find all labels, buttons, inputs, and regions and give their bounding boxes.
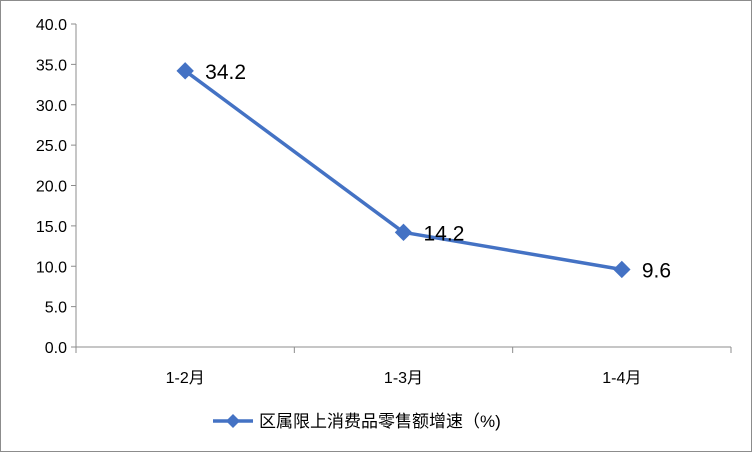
legend-marker (226, 414, 240, 428)
data-point-marker (394, 223, 413, 242)
y-tick-label: 15.0 (36, 219, 67, 236)
x-axis: 1-2月 1-3月 1-4月 (75, 346, 732, 387)
data-point-marker (613, 260, 631, 279)
y-tick-label: 35.0 (36, 57, 67, 74)
data-label: 9.6 (642, 259, 671, 282)
x-tick-label: 1-3月 (384, 370, 423, 387)
legend: 区属限上消费品零售额增速（%) (213, 412, 501, 431)
y-tick-label: 0.0 (45, 340, 67, 357)
y-axis: 0.0 5.0 10.0 15.0 20.0 25.0 30.0 35.0 40.0 (36, 17, 77, 357)
y-tick-label: 40.0 (36, 17, 67, 34)
y-tick-label: 25.0 (36, 138, 67, 155)
x-tick-label: 1-2月 (166, 370, 205, 387)
y-tick-label: 10.0 (36, 259, 67, 276)
x-tick-label: 1-4月 (602, 370, 641, 387)
data-label: 14.2 (424, 222, 465, 245)
y-tick-label: 5.0 (45, 300, 67, 317)
y-tick-label: 30.0 (36, 98, 67, 115)
data-label: 34.2 (205, 61, 246, 84)
series-plot: 34.2 14.2 9.6 (176, 61, 671, 282)
legend-label: 区属限上消费品零售额增速（%) (259, 412, 501, 431)
data-point-marker (176, 62, 194, 80)
y-tick-label: 20.0 (36, 179, 67, 196)
